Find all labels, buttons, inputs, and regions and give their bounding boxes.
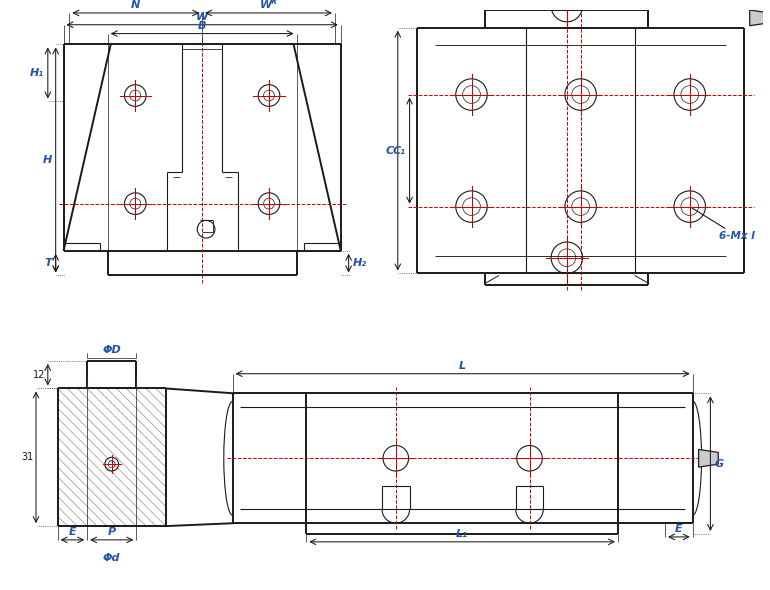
- Polygon shape: [698, 450, 718, 467]
- Text: W: W: [196, 12, 208, 22]
- Polygon shape: [750, 10, 769, 26]
- Text: Wᴿ: Wᴿ: [259, 0, 277, 10]
- Text: H₁: H₁: [30, 68, 44, 78]
- Text: H₂: H₂: [353, 258, 367, 268]
- Text: ΦD: ΦD: [102, 345, 121, 355]
- Text: T: T: [44, 258, 52, 268]
- Text: C₁: C₁: [393, 146, 406, 156]
- Text: E: E: [69, 527, 76, 537]
- Text: P: P: [108, 527, 116, 537]
- Text: H: H: [42, 155, 52, 165]
- Text: E: E: [675, 524, 683, 534]
- Text: C: C: [386, 146, 393, 156]
- Text: L: L: [459, 360, 466, 371]
- Text: G: G: [715, 458, 724, 468]
- Text: 6-Mx I: 6-Mx I: [692, 208, 755, 241]
- Text: Φd: Φd: [103, 553, 120, 563]
- Text: L₁: L₁: [456, 529, 468, 539]
- Text: 12: 12: [32, 370, 45, 380]
- Text: 31: 31: [21, 453, 33, 463]
- Text: N: N: [131, 0, 140, 10]
- Text: B: B: [198, 21, 206, 31]
